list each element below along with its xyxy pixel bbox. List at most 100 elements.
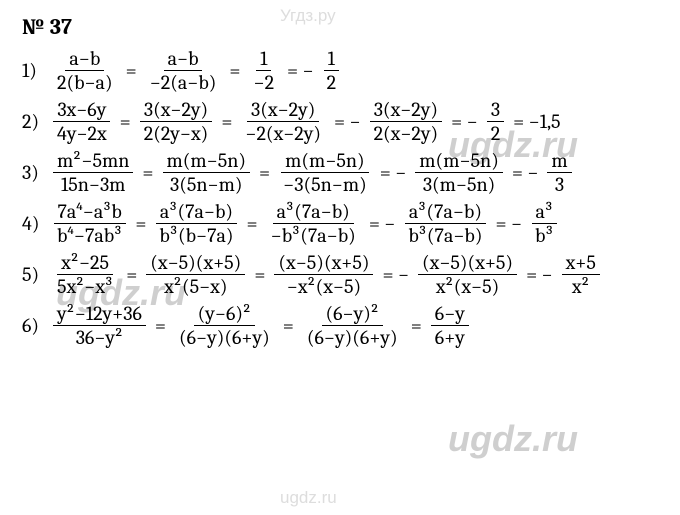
denominator: 3 — [551, 173, 568, 195]
fraction: a−b 2(b−a) — [53, 48, 117, 93]
problem-number: № 37 — [22, 14, 658, 40]
denominator: 3(m−5n) — [419, 173, 500, 195]
row-index: 1) — [22, 59, 50, 82]
fraction: m 3 — [547, 150, 571, 195]
fraction: 1 −2 — [249, 48, 278, 93]
denominator: −b³(7a−b) — [267, 224, 360, 246]
denominator: −2 — [249, 71, 278, 93]
equation-row-5: 5) x²−25 5x²−x³ = (x−5)(x+5) x²(5−x) = (… — [22, 252, 658, 297]
equals: = — [247, 212, 258, 235]
denominator: (6−y)(6+y) — [303, 326, 402, 348]
numerator: (x−5)(x+5) — [274, 252, 373, 275]
denominator: x²(x−5) — [432, 275, 503, 297]
fraction: a³(7a−b) b³(b−7a) — [155, 201, 237, 246]
denominator: x² — [568, 275, 594, 297]
fraction: m(m−5n) −3(5n−m) — [279, 150, 371, 195]
numerator: x²−25 — [57, 252, 113, 275]
denominator: (6−y)(6+y) — [175, 326, 274, 348]
numerator: (x−5)(x+5) — [418, 252, 517, 275]
fraction: 1 2 — [323, 48, 340, 93]
numerator: 1 — [256, 48, 271, 71]
equals: = — [283, 314, 294, 337]
fraction: 6−y 6+y — [431, 303, 469, 348]
numerator: m — [547, 150, 571, 173]
denominator: b³(7a−b) — [404, 224, 486, 246]
row-index: 5) — [22, 263, 50, 286]
fraction: a³(7a−b) b³(7a−b) — [404, 201, 486, 246]
equals: = — [254, 263, 265, 286]
equals-neg: = − — [512, 161, 539, 184]
fraction: m(m−5n) 3(m−5n) — [415, 150, 503, 195]
fraction: (x−5)(x+5) −x²(x−5) — [274, 252, 373, 297]
denominator: 36−y² — [72, 326, 127, 348]
denominator: b³(b−7a) — [155, 224, 237, 246]
numerator: 3(x−2y) — [140, 99, 212, 122]
fraction: (y−6)² (6−y)(6+y) — [175, 303, 274, 348]
watermark-right-2: ugdz.ru — [448, 418, 578, 460]
fraction: (x−5)(x+5) x²(x−5) — [418, 252, 517, 297]
numerator: 7a⁴−a³b — [54, 201, 126, 224]
denominator: 2 — [487, 122, 504, 144]
numerator: m(m−5n) — [281, 150, 369, 173]
equals: = — [126, 59, 137, 82]
fraction: y²−12y+36 36−y² — [53, 303, 146, 348]
equals-neg: = − — [526, 263, 553, 286]
fraction: 7a⁴−a³b b⁴−7ab³ — [53, 201, 126, 246]
denominator: 2(b−a) — [53, 71, 117, 93]
fraction: 3(x−2y) 2(2y−x) — [140, 99, 213, 144]
numerator: 3x−6y — [53, 99, 110, 122]
fraction: m²−5mn 15n−3m — [53, 150, 133, 195]
row-index: 4) — [22, 212, 50, 235]
equals: = — [120, 110, 131, 133]
numerator: a−b — [164, 48, 203, 71]
denominator: b⁴−7ab³ — [53, 224, 126, 246]
numerator: a³(7a−b) — [273, 201, 354, 224]
numerator: a³(7a−b) — [156, 201, 237, 224]
denominator: 5x²−x³ — [53, 275, 117, 297]
equals: = — [135, 212, 146, 235]
equals-neg: = − — [369, 212, 396, 235]
equals-neg: = − — [380, 161, 407, 184]
row-index: 3) — [22, 161, 50, 184]
equation-row-6: 6) y²−12y+36 36−y² = (y−6)² (6−y)(6+y) =… — [22, 303, 658, 348]
numerator: m²−5mn — [53, 150, 133, 173]
tail: = −1,5 — [513, 110, 560, 133]
fraction: (x−5)(x+5) x²(5−x) — [146, 252, 245, 297]
denominator: 4y−2x — [53, 122, 111, 144]
equation-row-3: 3) m²−5mn 15n−3m = m(m−5n) 3(5n−m) = m(m… — [22, 150, 658, 195]
denominator: −2(a−b) — [146, 71, 221, 93]
numerator: x+5 — [562, 252, 600, 275]
numerator: y²−12y+36 — [53, 303, 146, 326]
numerator: 3(x−2y) — [370, 99, 442, 122]
equals-neg: = − — [495, 212, 522, 235]
equals-neg: = − — [334, 110, 361, 133]
fraction: x²−25 5x²−x³ — [53, 252, 117, 297]
equation-row-1: 1) a−b 2(b−a) = a−b −2(a−b) = 1 −2 = − 1… — [22, 48, 658, 93]
denominator: 2(2y−x) — [140, 122, 213, 144]
fraction: 3(x−2y) −2(x−2y) — [241, 99, 325, 144]
equation-row-2: 2) 3x−6y 4y−2x = 3(x−2y) 2(2y−x) = 3(x−2… — [22, 99, 658, 144]
fraction: 3 2 — [487, 99, 504, 144]
row-index: 6) — [22, 314, 50, 337]
numerator: m(m−5n) — [163, 150, 251, 173]
fraction: (6−y)² (6−y)(6+y) — [303, 303, 402, 348]
numerator: 1 — [324, 48, 339, 71]
numerator: (y−6)² — [194, 303, 256, 326]
numerator: 6−y — [431, 303, 469, 326]
page: Угдз.ру ugdz.ru ugdz.ru ugdz.ru ugdz.ru … — [0, 0, 680, 368]
equation-row-4: 4) 7a⁴−a³b b⁴−7ab³ = a³(7a−b) b³(b−7a) =… — [22, 201, 658, 246]
numerator: a−b — [65, 48, 104, 71]
equals-neg: = − — [451, 110, 478, 133]
denominator: 3(5n−m) — [166, 173, 247, 195]
fraction: m(m−5n) 3(5n−m) — [163, 150, 251, 195]
equals: = — [142, 161, 153, 184]
equals: = — [229, 59, 240, 82]
denominator: 2(x−2y) — [370, 122, 443, 144]
fraction: a³ b³ — [531, 201, 558, 246]
numerator: a³ — [532, 201, 558, 224]
equals: = — [126, 263, 137, 286]
numerator: (x−5)(x+5) — [146, 252, 245, 275]
numerator: m(m−5n) — [415, 150, 503, 173]
numerator: a³(7a−b) — [405, 201, 486, 224]
watermark-bottom: ugdz.ru — [280, 488, 337, 508]
